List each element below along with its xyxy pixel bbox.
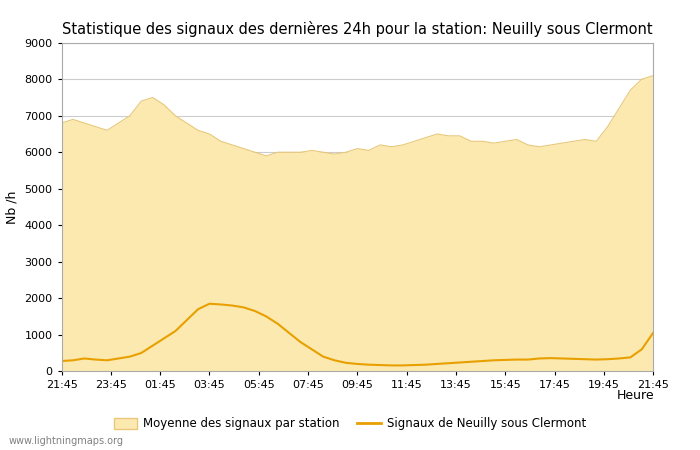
Legend: Moyenne des signaux par station, Signaux de Neuilly sous Clermont: Moyenne des signaux par station, Signaux… bbox=[109, 413, 591, 435]
Y-axis label: Nb /h: Nb /h bbox=[6, 190, 19, 224]
Text: Heure: Heure bbox=[617, 389, 655, 402]
Title: Statistique des signaux des dernières 24h pour la station: Neuilly sous Clermont: Statistique des signaux des dernières 24… bbox=[62, 22, 652, 37]
Text: www.lightningmaps.org: www.lightningmaps.org bbox=[8, 436, 123, 446]
